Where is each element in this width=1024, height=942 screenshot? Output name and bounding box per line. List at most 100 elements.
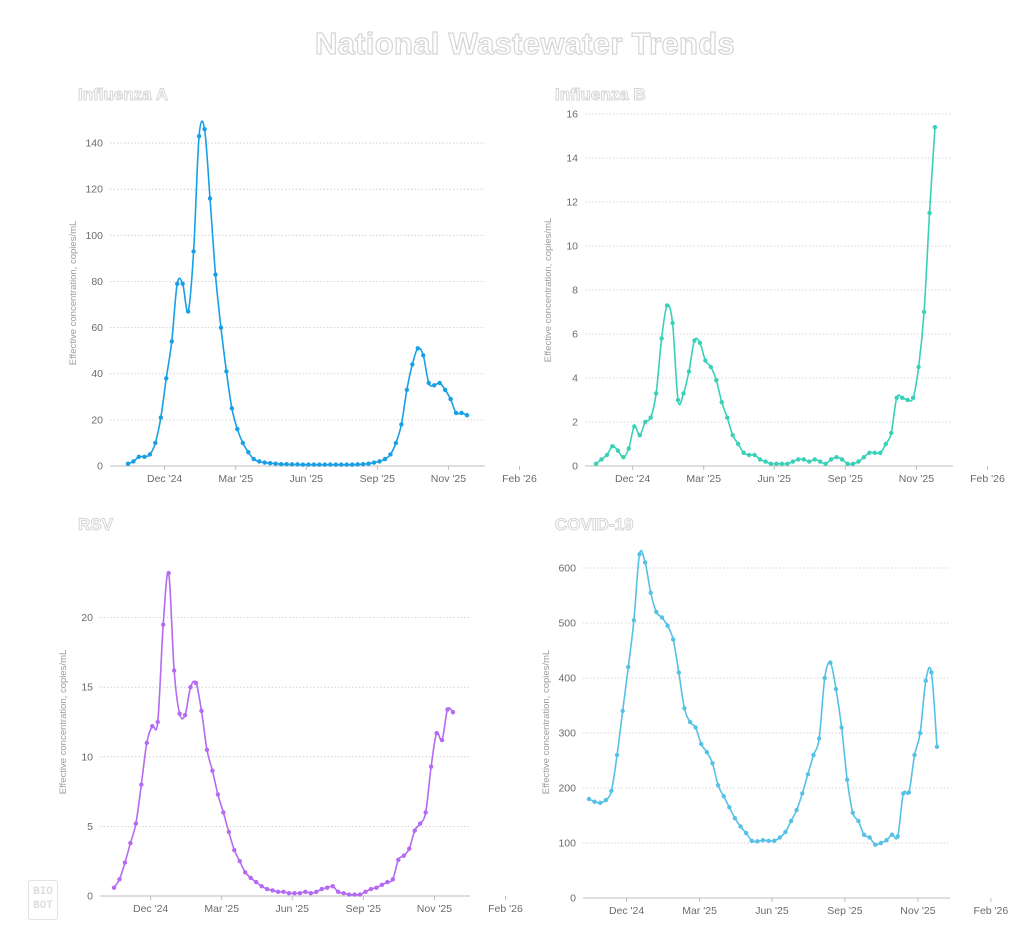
data-point — [632, 424, 637, 429]
covid-chart: COVID-19 0 100 200 300 400 500 600 Dec '24 Mar '… — [505, 512, 1008, 942]
data-point — [335, 889, 341, 895]
data-point — [251, 456, 256, 462]
x-tick-label: Mar '25 — [686, 473, 721, 485]
data-point — [768, 461, 774, 466]
x-tick-label: Jun '25 — [757, 473, 791, 485]
data-point — [355, 462, 360, 467]
data-point — [675, 397, 681, 403]
data-point — [763, 459, 768, 464]
data-point — [828, 660, 833, 665]
data-point — [648, 415, 653, 420]
data-point — [790, 459, 796, 464]
data-point — [586, 796, 592, 802]
x-tick-label: Dec '24 — [609, 905, 644, 917]
data-point — [653, 391, 659, 396]
data-point — [193, 680, 199, 686]
data-point — [344, 462, 349, 467]
data-point — [374, 885, 379, 890]
data-point — [297, 891, 303, 896]
data-point — [442, 387, 448, 393]
data-point — [906, 790, 912, 795]
y-tick-label: 0 — [97, 461, 103, 473]
data-point — [439, 737, 445, 743]
data-point — [147, 452, 153, 457]
data-point — [448, 396, 453, 402]
data-point — [240, 440, 246, 446]
y-tick-label: 300 — [558, 728, 576, 740]
data-point — [259, 884, 264, 889]
data-point — [604, 452, 610, 458]
y-tick-label: 0 — [87, 891, 93, 903]
data-point — [428, 764, 434, 769]
data-point — [158, 415, 164, 420]
data-point — [188, 685, 193, 690]
y-tick-label: 140 — [85, 138, 103, 150]
data-point — [708, 364, 714, 370]
data-point — [603, 797, 609, 803]
data-point — [598, 800, 603, 806]
data-point — [816, 736, 822, 741]
x-tick-label: Sep '25 — [827, 905, 862, 917]
brand-logo: BIO BOT — [28, 880, 58, 920]
data-point — [796, 457, 801, 462]
data-point — [218, 325, 224, 330]
y-tick-label: 40 — [91, 368, 103, 380]
y-tick-label: 10 — [81, 751, 93, 763]
data-point — [703, 358, 708, 363]
data-point — [202, 127, 207, 132]
data-point — [308, 891, 314, 896]
data-point — [610, 444, 615, 449]
data-point — [136, 454, 142, 459]
data-point — [823, 461, 828, 466]
data-point — [643, 419, 648, 425]
x-tick-label: Mar '25 — [204, 903, 239, 915]
data-point — [659, 615, 665, 620]
data-point — [235, 426, 240, 432]
data-point — [224, 369, 229, 374]
data-point — [839, 457, 845, 462]
y-tick-label: 20 — [91, 414, 103, 426]
data-point — [899, 395, 905, 400]
x-tick-label: Dec '24 — [133, 903, 168, 915]
data-point — [929, 670, 934, 675]
data-point — [807, 459, 812, 464]
x-tick-label: Mar '25 — [218, 473, 253, 485]
y-axis-label: Effective concentration, copies/mL — [68, 221, 79, 366]
data-point — [725, 415, 730, 420]
data-point — [388, 452, 393, 457]
data-point — [155, 719, 160, 725]
data-point — [697, 340, 703, 345]
y-tick-label: 16 — [566, 109, 578, 121]
data-point — [785, 461, 790, 466]
data-point — [379, 882, 385, 888]
data-point — [328, 462, 333, 467]
data-point — [229, 406, 235, 411]
data-point — [339, 462, 344, 467]
data-point — [333, 462, 338, 467]
y-tick-label: 8 — [572, 285, 578, 297]
data-point — [459, 410, 464, 416]
x-tick-label: Nov '25 — [417, 903, 452, 915]
data-point — [352, 892, 357, 897]
data-point — [861, 832, 867, 837]
data-point — [732, 816, 738, 821]
data-point — [319, 886, 324, 892]
rsv-chart-title: RSV — [78, 515, 114, 535]
data-point — [199, 708, 204, 714]
data-point — [599, 457, 604, 462]
data-point — [912, 752, 917, 758]
x-tick-label: Jun '25 — [289, 473, 323, 485]
data-point — [665, 623, 670, 628]
data-point — [873, 842, 878, 847]
x-tick-label: Feb '26 — [488, 903, 523, 915]
y-tick-label: 200 — [558, 783, 576, 795]
y-tick-label: 60 — [91, 322, 103, 334]
x-tick-label: Mar '25 — [682, 905, 717, 917]
y-tick-label: 20 — [81, 612, 93, 624]
influenza-b-plot: 0 2 4 6 8 10 12 14 16 Dec '24 Mar '25 Jun '25 Sep '2… — [543, 109, 1005, 486]
data-point — [834, 455, 839, 460]
covid-chart-title: COVID-19 — [554, 515, 634, 535]
y-tick-label: 500 — [558, 618, 576, 630]
data-point — [592, 799, 597, 804]
data-point — [686, 369, 692, 374]
